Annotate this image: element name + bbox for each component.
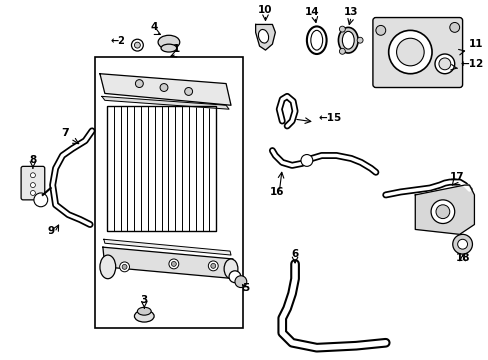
Circle shape — [210, 264, 215, 268]
Circle shape — [120, 262, 129, 272]
Circle shape — [435, 205, 449, 219]
Circle shape — [388, 30, 431, 74]
Circle shape — [452, 234, 471, 254]
Polygon shape — [100, 74, 230, 105]
Bar — [106, 106, 216, 231]
Bar — [95, 57, 243, 328]
Circle shape — [122, 264, 127, 269]
Ellipse shape — [134, 310, 154, 322]
Circle shape — [168, 259, 179, 269]
FancyBboxPatch shape — [21, 166, 45, 200]
Text: 3: 3 — [141, 295, 147, 305]
Ellipse shape — [137, 307, 151, 315]
Circle shape — [430, 200, 454, 224]
Circle shape — [438, 58, 450, 70]
Circle shape — [134, 42, 140, 48]
Circle shape — [234, 276, 246, 288]
Circle shape — [30, 183, 35, 188]
Circle shape — [300, 154, 312, 166]
Text: 17: 17 — [448, 172, 463, 182]
Ellipse shape — [100, 255, 116, 279]
Circle shape — [160, 84, 167, 91]
Text: 5: 5 — [242, 283, 249, 293]
Circle shape — [356, 37, 362, 43]
Ellipse shape — [306, 26, 326, 54]
Text: 16: 16 — [269, 187, 284, 197]
Circle shape — [457, 239, 467, 249]
Circle shape — [34, 193, 48, 207]
Circle shape — [30, 173, 35, 178]
Text: 9: 9 — [47, 226, 54, 237]
Circle shape — [339, 26, 345, 32]
Text: 7: 7 — [61, 128, 69, 138]
Circle shape — [339, 48, 345, 54]
Text: 10: 10 — [258, 5, 272, 15]
Ellipse shape — [224, 259, 238, 279]
Ellipse shape — [338, 27, 357, 53]
Text: ←2: ←2 — [110, 36, 125, 46]
FancyBboxPatch shape — [372, 18, 462, 87]
Polygon shape — [102, 247, 234, 279]
Polygon shape — [255, 24, 275, 50]
Text: 1: 1 — [173, 44, 180, 54]
Ellipse shape — [161, 44, 177, 52]
Circle shape — [131, 39, 143, 51]
Polygon shape — [414, 185, 473, 234]
Ellipse shape — [310, 30, 322, 50]
Circle shape — [30, 190, 35, 195]
Text: 14: 14 — [304, 6, 319, 17]
Circle shape — [135, 80, 143, 87]
Circle shape — [184, 87, 192, 95]
Ellipse shape — [158, 35, 180, 49]
Polygon shape — [103, 239, 230, 255]
Text: 4: 4 — [150, 22, 158, 32]
Circle shape — [208, 261, 218, 271]
Circle shape — [449, 22, 459, 32]
Circle shape — [228, 271, 241, 283]
Circle shape — [375, 26, 385, 35]
Text: ←15: ←15 — [318, 113, 341, 123]
Polygon shape — [102, 96, 228, 109]
Text: 13: 13 — [343, 6, 358, 17]
Text: 8: 8 — [29, 156, 37, 165]
Text: 18: 18 — [454, 253, 469, 263]
Text: ←12: ←12 — [460, 59, 483, 69]
Ellipse shape — [342, 31, 353, 49]
Text: 6: 6 — [291, 249, 298, 259]
Circle shape — [396, 38, 423, 66]
Ellipse shape — [258, 30, 268, 43]
Circle shape — [434, 54, 454, 74]
Text: 11: 11 — [468, 39, 482, 49]
Circle shape — [171, 261, 176, 266]
